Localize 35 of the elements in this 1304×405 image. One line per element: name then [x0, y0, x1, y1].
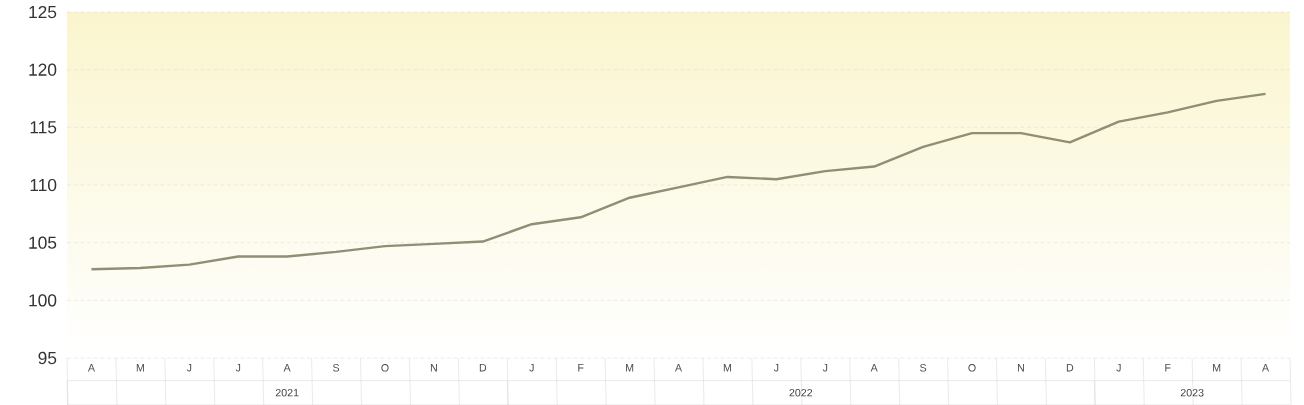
x-tick-label: M [723, 364, 731, 372]
x-tick-label: J [529, 364, 534, 372]
text: 2021 [275, 388, 299, 397]
y-tick-label: 120 [29, 63, 57, 76]
x-tick-label: O [968, 364, 976, 372]
y-tick-label: 125 [29, 5, 57, 19]
y-tick-label: 110 [30, 178, 57, 192]
x-tick-label: S [920, 364, 927, 372]
x-tick-label: M [136, 364, 144, 372]
x-tick-label: J [773, 364, 779, 372]
y-tick-label: 115 [30, 121, 57, 134]
x-tick-label: F [1165, 364, 1171, 372]
y-tick-label: 100 [29, 294, 57, 307]
text: 2022 [789, 388, 813, 397]
x-tick-label: N [430, 364, 437, 372]
x-tick-label: D [1066, 364, 1074, 372]
x-tick-label: A [674, 364, 683, 372]
x-tick-label: D [479, 364, 487, 372]
x-tick-label: J [822, 364, 828, 372]
x-tick-label: A [283, 364, 291, 372]
x-tick-label: J [186, 364, 192, 372]
x-tick-label: S [332, 364, 340, 372]
text: 2023 [1180, 388, 1204, 397]
x-tick-label: A [870, 364, 878, 372]
x-tick-label: F [578, 364, 584, 372]
x-tick-label: A [1262, 364, 1270, 372]
y-tick-label: 105 [29, 236, 57, 249]
x-tick-label: O [381, 364, 389, 372]
x-tick-label: A [87, 364, 95, 372]
y-tick-label: 95 [38, 351, 57, 365]
x-tick-label: J [235, 364, 241, 372]
x-tick-label: M [626, 364, 634, 372]
x-tick-label: N [1017, 364, 1024, 372]
x-tick-label: M [1213, 364, 1221, 372]
x-tick-label: J [1116, 364, 1121, 372]
